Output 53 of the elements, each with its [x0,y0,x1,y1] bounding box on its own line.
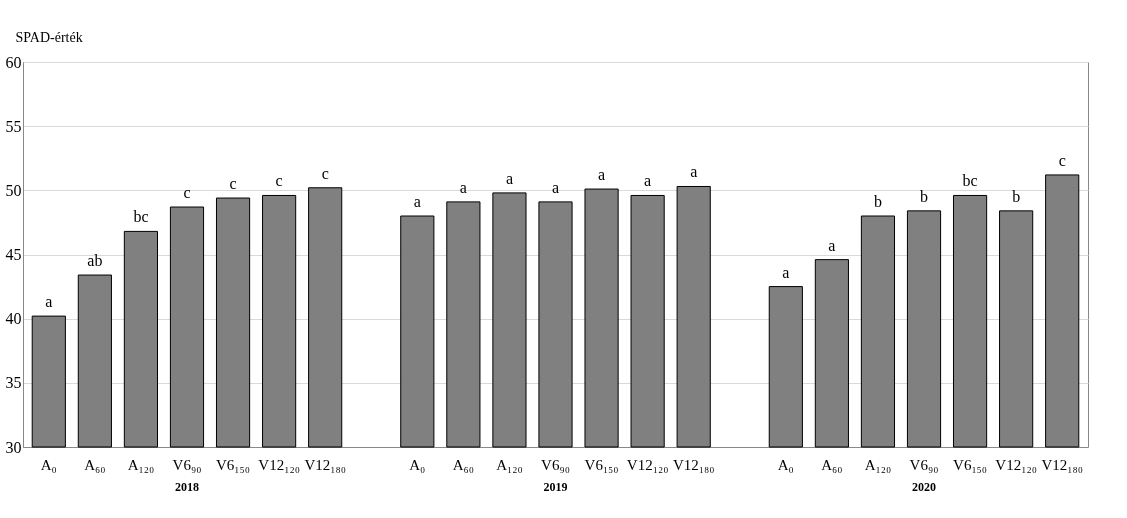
y-tick-label: 40 [5,310,22,328]
y-tick-label: 35 [5,374,22,392]
x-tick-label: V6₁₅₀ [953,456,988,473]
x-tick-label: A₁₂₀ [127,456,155,473]
x-tick-label: V6₁₅₀ [584,456,619,473]
x-tick-label: A₆₀ [821,456,843,473]
x-tick-label: V12₁₈₀ [672,456,715,473]
x-tick-label: A₆₀ [452,456,475,473]
data-label: ab [87,252,103,270]
y-tick-label: 30 [5,438,22,456]
x-tick-label: V6₁₅₀ [216,456,251,473]
text: 2018 [174,480,199,494]
x-tick-label: A₁₂₀ [864,456,892,473]
data-label: a [828,236,836,254]
text: 2019 [543,480,568,494]
text: 2020 [912,480,937,494]
y-tick-label: 60 [5,53,22,71]
data-label: c [1058,151,1066,169]
data-label: c [183,184,191,202]
data-label: a [644,172,652,190]
data-label: b [1012,187,1021,205]
x-tick-label: A₁₂₀ [496,456,523,473]
x-tick-label: V6₉₀ [909,456,939,473]
data-label: b [873,193,882,210]
data-label: a [782,263,790,281]
data-label: a [551,178,560,196]
x-tick-label: V12₁₈₀ [1041,456,1083,473]
x-tick-label: V12₁₂₀ [995,456,1037,473]
data-label: a [690,163,698,181]
data-label: c [229,175,237,193]
x-tick-label: A₀ [409,456,426,473]
data-label: a [459,178,467,196]
data-label: b [920,187,929,205]
x-tick-label: V12₁₂₀ [258,456,300,473]
data-label: bc [962,172,978,190]
x-tick-label: V12₁₂₀ [626,456,669,473]
x-tick-label: A₀ [777,456,794,473]
x-tick-label: A₆₀ [84,456,106,473]
data-label: a [413,193,421,210]
x-tick-label: V6₉₀ [541,456,570,473]
x-tick-label: V6₉₀ [172,456,202,473]
data-label: c [275,172,283,190]
y-axis-title: SPAD-érték [15,29,83,45]
data-label: bc [133,208,149,226]
data-label: c [321,164,329,182]
data-label: a [598,166,606,184]
x-tick-label: V12₁₈₀ [304,456,346,473]
y-tick-label: 50 [5,181,22,199]
y-tick-label: 45 [5,246,22,263]
data-label: a [505,169,513,187]
y-tick-label: 55 [5,117,22,135]
data-label: a [45,293,53,311]
x-tick-label: A₀ [40,456,57,473]
